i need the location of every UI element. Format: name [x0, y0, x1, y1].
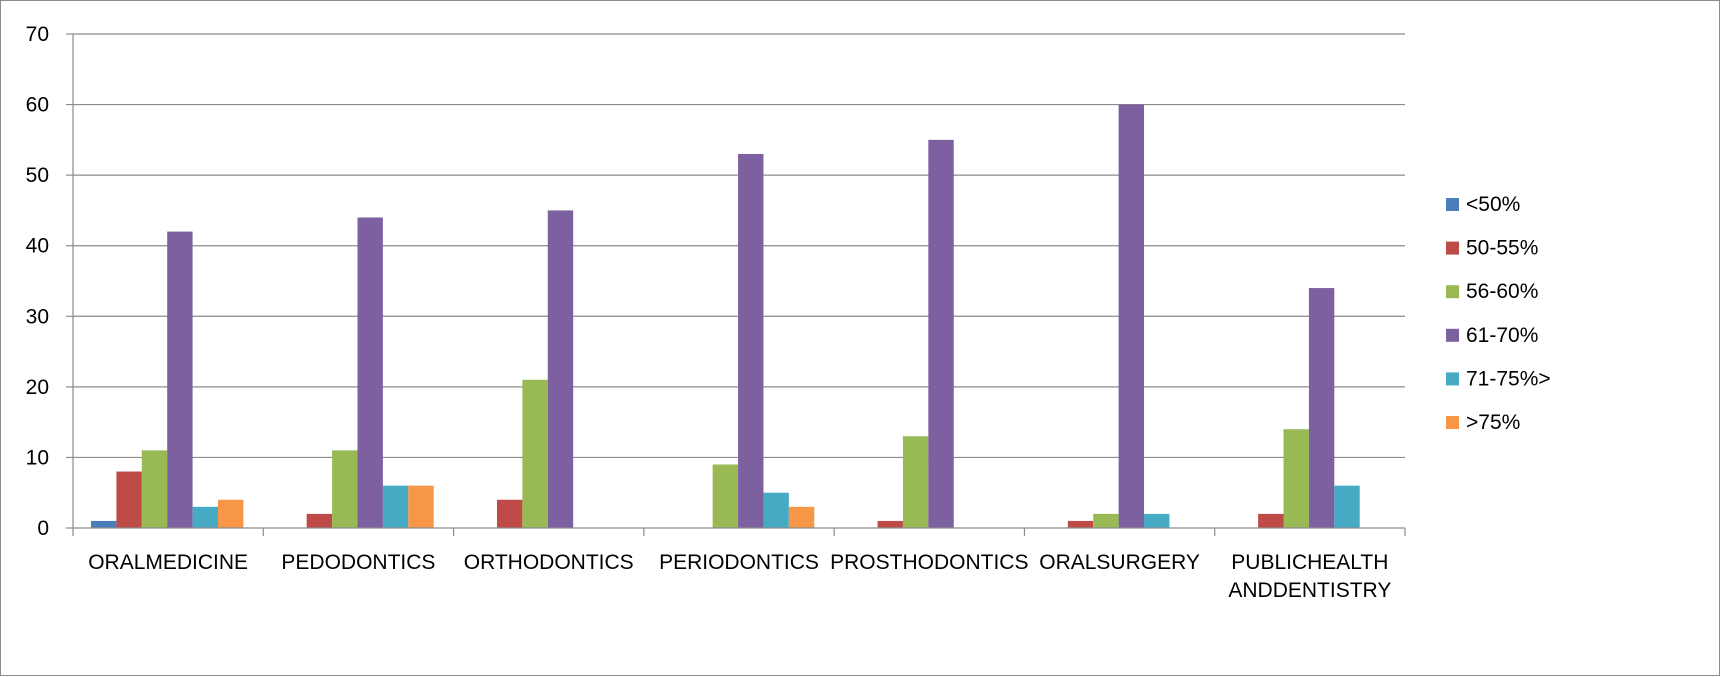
x-category-label: PUBLICHEALTH ANDDENTISTRY: [1228, 551, 1391, 602]
bar: [306, 513, 333, 528]
x-category-label-line: ANDDENTISTRY: [1228, 579, 1391, 602]
x-category-label: PERIODONTICS: [659, 551, 819, 574]
bar: [522, 379, 548, 528]
bar: [763, 492, 789, 528]
legend-swatch: [1446, 198, 1459, 211]
legend-label: 56-60%: [1466, 280, 1538, 303]
legend-label: 71-75%>: [1466, 367, 1551, 390]
bar: [1118, 104, 1145, 529]
bar: [1334, 485, 1360, 528]
bar: [91, 520, 117, 528]
x-category-label-line: ORALMEDICINE: [88, 551, 248, 574]
legend-swatch: [1446, 241, 1459, 255]
y-tick-label: 50: [26, 164, 49, 187]
bar: [1093, 513, 1119, 528]
y-tick-label: 0: [37, 517, 49, 540]
y-tick-label: 60: [26, 94, 49, 117]
legend-swatch: [1446, 372, 1459, 386]
y-tick-label: 40: [26, 235, 49, 258]
bar: [218, 499, 244, 528]
bar: [496, 499, 523, 528]
x-category-label: ORALSURGERY: [1039, 551, 1200, 574]
axes: [66, 33, 1406, 536]
bar: [332, 450, 358, 528]
x-category-label-line: PUBLICHEALTH: [1231, 551, 1388, 574]
bars: [91, 104, 1360, 529]
axis-labels: 0 10 20 30 40 50 60 70 ORALMEDICINE PEDODONTICS OR…: [26, 23, 1392, 602]
x-category-label-line: PEDODONTICS: [281, 551, 435, 574]
x-category-label: PROSTHODONTICS: [830, 551, 1028, 574]
x-category-label-line: ORTHODONTICS: [464, 551, 634, 574]
y-tick-label: 30: [26, 305, 49, 328]
legend-label: <50%: [1466, 193, 1520, 216]
bar: [928, 139, 954, 528]
bar: [1144, 513, 1170, 528]
legend: <50% 50-55% 56-60% 61-70% 71-75%> >75%: [1446, 193, 1551, 434]
legend-swatch: [1446, 285, 1459, 299]
legend-swatch: [1446, 328, 1459, 342]
bar: [902, 436, 929, 528]
legend-label: >75%: [1466, 411, 1520, 434]
x-category-label: ORALMEDICINE: [88, 551, 248, 574]
bar: [167, 231, 193, 528]
x-category-label-line: PROSTHODONTICS: [830, 551, 1028, 574]
bar: [547, 210, 574, 528]
bar: [382, 485, 409, 528]
y-tick-label: 70: [26, 23, 49, 46]
legend-label: 61-70%: [1466, 324, 1538, 347]
bar: [712, 464, 739, 528]
bar: [357, 217, 383, 528]
legend-label: 50-55%: [1466, 237, 1538, 260]
y-tick-label: 10: [26, 446, 49, 469]
y-tick-label: 20: [26, 376, 49, 399]
bar: [116, 471, 142, 528]
x-category-label: ORTHODONTICS: [464, 551, 634, 574]
bar: [192, 506, 218, 528]
bar: [1067, 520, 1094, 528]
x-category-label-line: PERIODONTICS: [659, 551, 819, 574]
bar: [788, 506, 815, 528]
bar: [1308, 288, 1335, 528]
x-category-label: PEDODONTICS: [281, 551, 435, 574]
x-category-label-line: ORALSURGERY: [1039, 551, 1200, 574]
bar: [1258, 513, 1284, 528]
bar: [877, 520, 903, 528]
bar: [738, 153, 764, 528]
legend-swatch: [1446, 416, 1459, 429]
bar: [408, 485, 434, 528]
bar: [141, 450, 168, 528]
bar: [1283, 429, 1309, 528]
